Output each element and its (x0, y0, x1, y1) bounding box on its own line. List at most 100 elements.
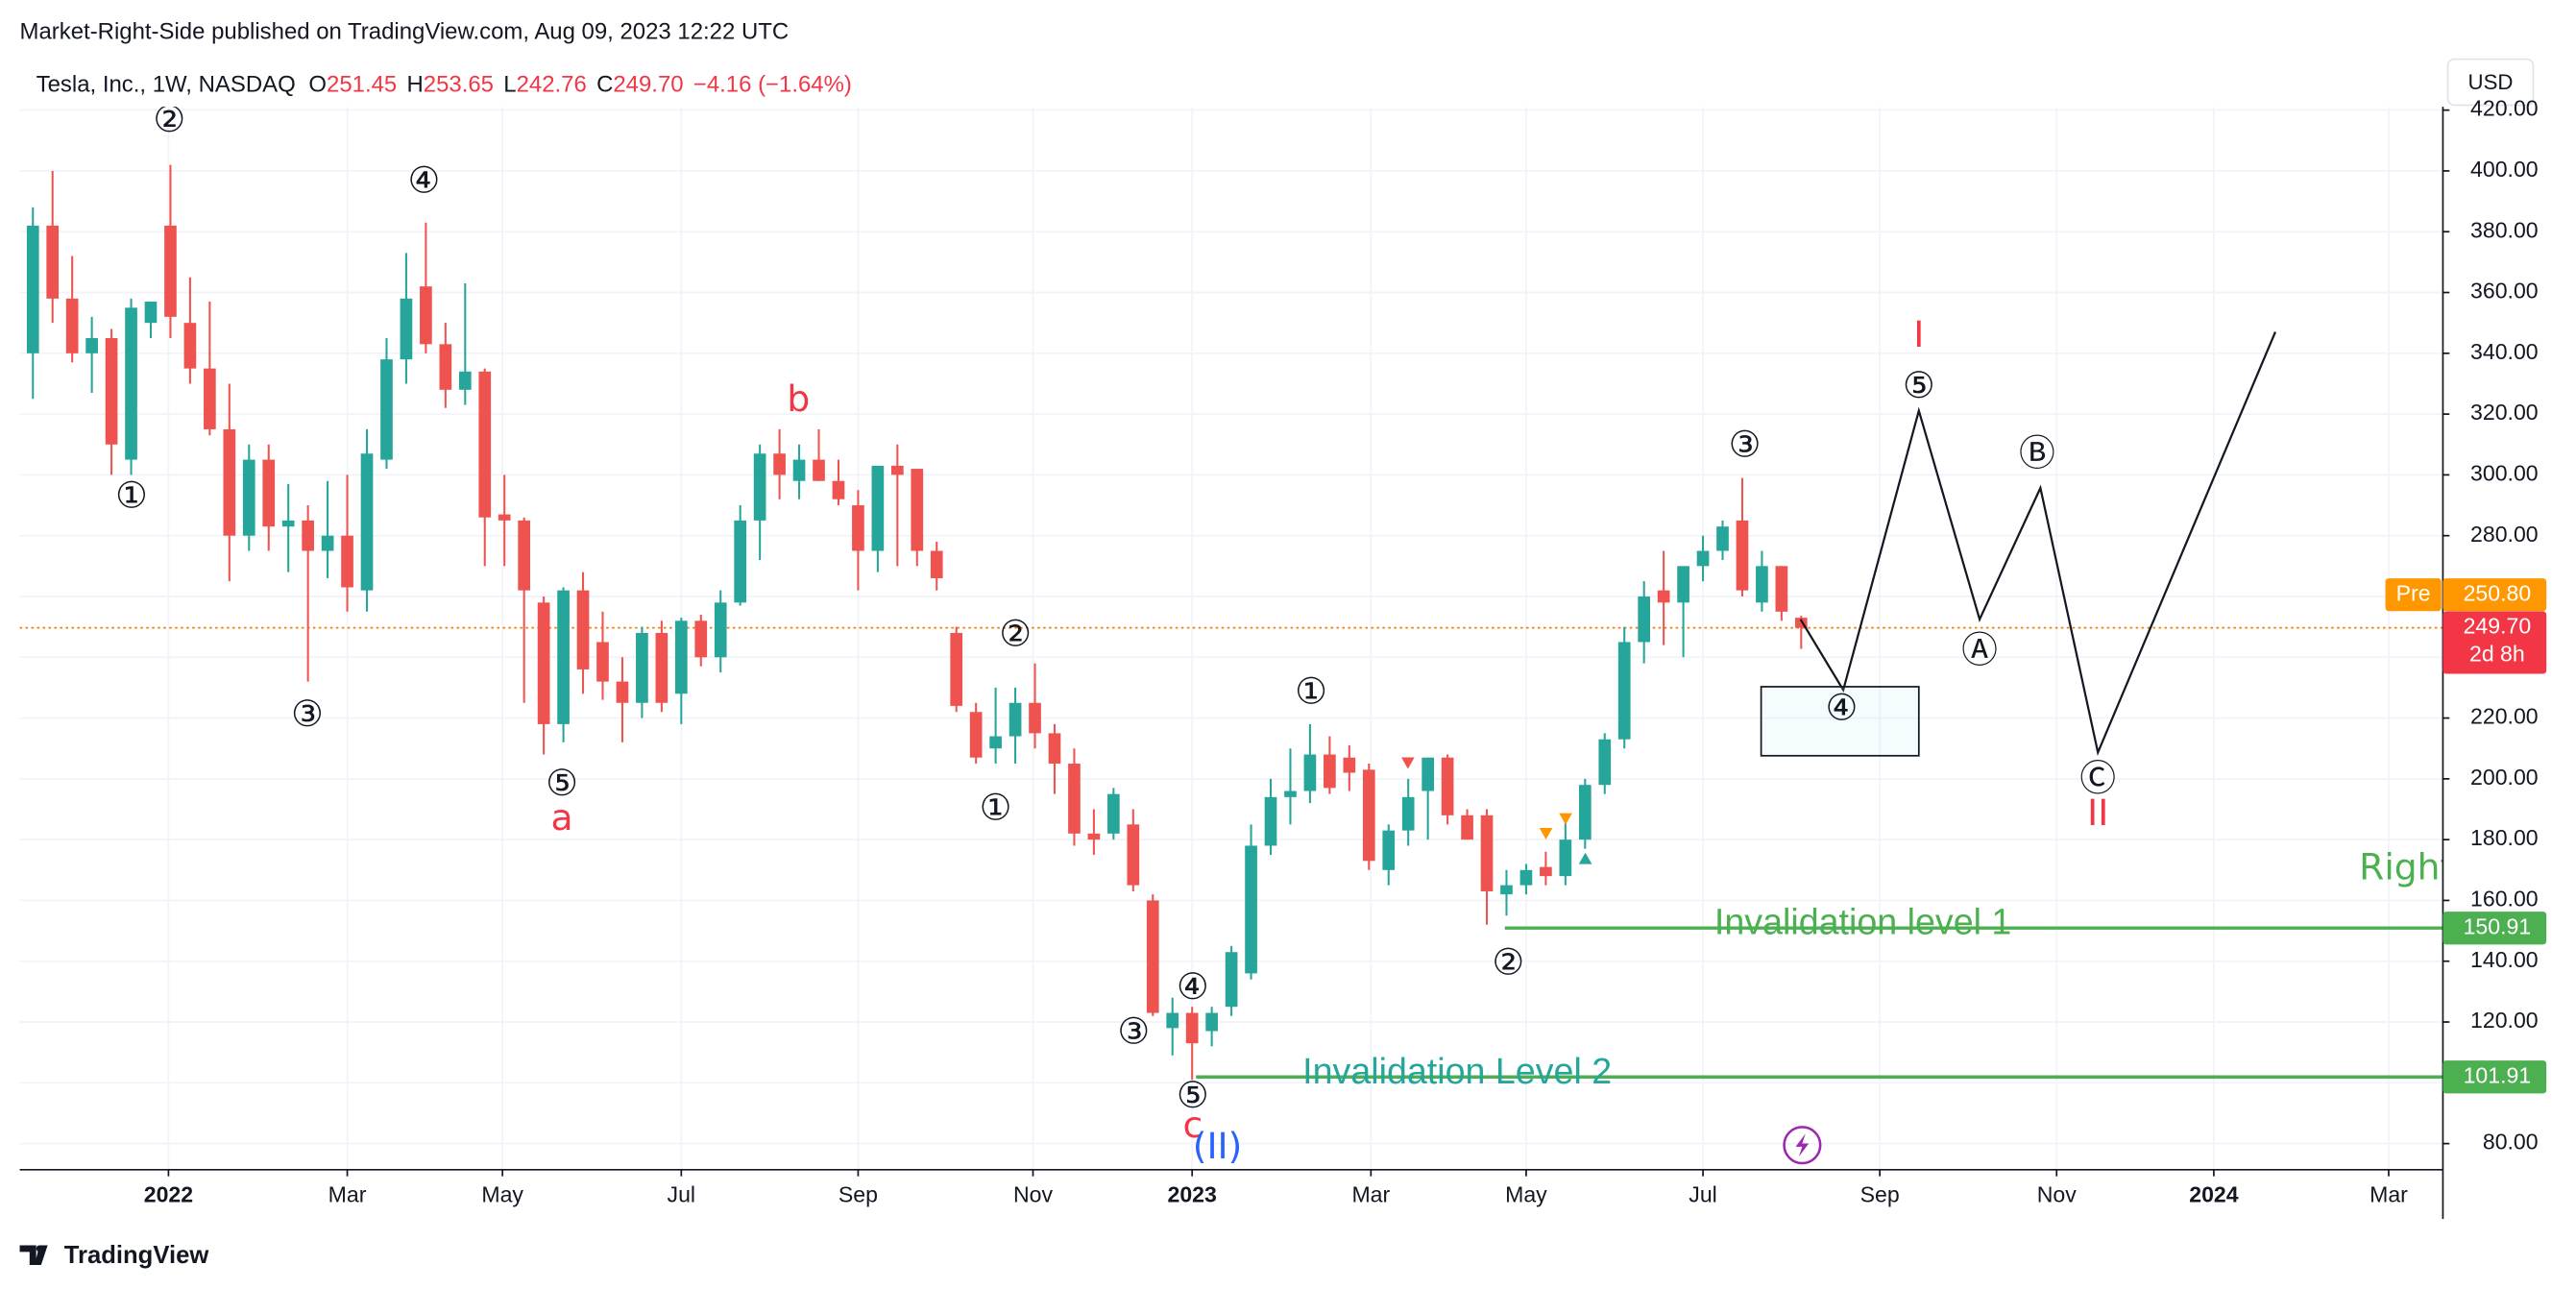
candle-body (1185, 1012, 1199, 1044)
last-label: 249.70 (2464, 614, 2532, 639)
currency: USD (2468, 70, 2514, 94)
candle-body (439, 344, 452, 390)
candle-body (1736, 520, 1749, 591)
level-name: Invalidation level 1 (1714, 902, 2011, 942)
wave-label: Ⓑ (2019, 431, 2055, 474)
candle-body (616, 681, 629, 703)
candle-body (1677, 566, 1689, 603)
wave-label: Ⓐ (1961, 629, 1998, 671)
wave-label: c (1182, 1104, 1203, 1146)
candle-body (1382, 830, 1396, 870)
y-tick-label: 340.00 (2470, 339, 2539, 364)
target-box (1760, 686, 1920, 757)
wave-label: ③ (291, 693, 324, 735)
wave-label: II (2087, 791, 2108, 834)
candle-body (1205, 1012, 1218, 1032)
y-tick-label: 380.00 (2470, 217, 2539, 242)
level-badge-label: 150.91 (2464, 913, 2532, 938)
candle-body (400, 298, 413, 360)
x-tick-label: Jul (668, 1181, 696, 1206)
candle-body (1461, 815, 1473, 840)
candle-body (694, 620, 708, 658)
y-tick-label: 320.00 (2470, 400, 2539, 425)
footer-brand: TradingView (64, 1242, 209, 1269)
x-tick-label: Sep (838, 1181, 878, 1206)
y-tick-label: 300.00 (2470, 460, 2539, 485)
candle-body (1794, 618, 1808, 628)
candle-body (1696, 550, 1710, 567)
wave-label: ④ (1177, 965, 1209, 1008)
candle-body (144, 302, 158, 324)
y-tick-label: 400.00 (2470, 157, 2539, 182)
pre-name: Pre (2396, 580, 2431, 605)
x-tick-label: Nov (1013, 1181, 1054, 1206)
wave-label: ① (115, 474, 148, 517)
wave-label: ⑤ (1177, 1074, 1209, 1116)
candle-body (1657, 590, 1670, 603)
y-tick-label: 80.00 (2483, 1130, 2539, 1155)
candle-body (989, 736, 1002, 749)
wave-label: ⑤ (1903, 364, 1935, 406)
candle-body (1284, 790, 1297, 797)
candle-body (204, 368, 216, 429)
candle-body (1324, 754, 1336, 789)
legend-key: C (596, 71, 613, 97)
candle-body (125, 307, 137, 460)
candle-body (183, 323, 197, 369)
candle-body (223, 428, 236, 536)
candle-body (1559, 839, 1572, 877)
candle-body (1540, 866, 1552, 877)
candle-body (65, 298, 79, 353)
y-tick-label: 160.00 (2470, 887, 2539, 912)
wave-label: ② (999, 612, 1032, 654)
candle-body (1087, 833, 1101, 840)
candle-body (636, 632, 648, 703)
currency-button[interactable] (2446, 58, 2535, 107)
candle-body (1500, 885, 1513, 895)
x-tick-label: Nov (2037, 1181, 2078, 1206)
last-badge (2442, 611, 2547, 674)
candle-body (576, 590, 590, 669)
candle-body (813, 459, 825, 481)
candle-body (1068, 764, 1081, 834)
wave-label: Ⓒ (2079, 757, 2116, 799)
signal-triangle (1578, 852, 1592, 864)
wave-label: ④ (407, 158, 440, 201)
legend-value: 253.65 (424, 71, 494, 97)
candle-body (262, 459, 276, 527)
candle-body (890, 465, 904, 475)
candle-body (85, 338, 98, 353)
event-icon[interactable] (1783, 1126, 1822, 1165)
x-tick-label: 2022 (144, 1181, 193, 1206)
x-tick-label: 2024 (2189, 1181, 2239, 1206)
y-tick-label: 420.00 (2470, 96, 2539, 121)
candle-body (420, 286, 432, 345)
wave-label: ① (980, 787, 1012, 829)
candle-body (911, 469, 924, 551)
wave-label: ④ (1826, 686, 1859, 728)
x-tick-label: Mar (2369, 1181, 2408, 1206)
candle-body (596, 642, 609, 682)
wave-label: I (1913, 313, 1924, 355)
candle-body (1775, 566, 1788, 612)
candle-body (1598, 739, 1612, 786)
event-icon-bolt (1795, 1133, 1810, 1157)
candle-body (1166, 1012, 1179, 1029)
candle-body (1441, 757, 1454, 815)
candle-body (1245, 845, 1257, 974)
candle-body (557, 590, 570, 724)
last-countdown: 2d 8h (2469, 642, 2525, 667)
candle-body (1480, 815, 1494, 891)
candle-body (1638, 596, 1651, 643)
wave-label: Right (2359, 845, 2454, 888)
candle-body (360, 453, 374, 591)
y-tick-label: 360.00 (2470, 279, 2539, 304)
y-tick-label: 200.00 (2470, 765, 2539, 790)
pre-badge (2442, 578, 2547, 612)
candle-body (1009, 702, 1022, 737)
candle-body (1225, 952, 1238, 1008)
candle-body (871, 465, 885, 551)
candle-body (950, 632, 963, 706)
candle-body (1264, 796, 1277, 846)
candle-body (792, 459, 806, 481)
